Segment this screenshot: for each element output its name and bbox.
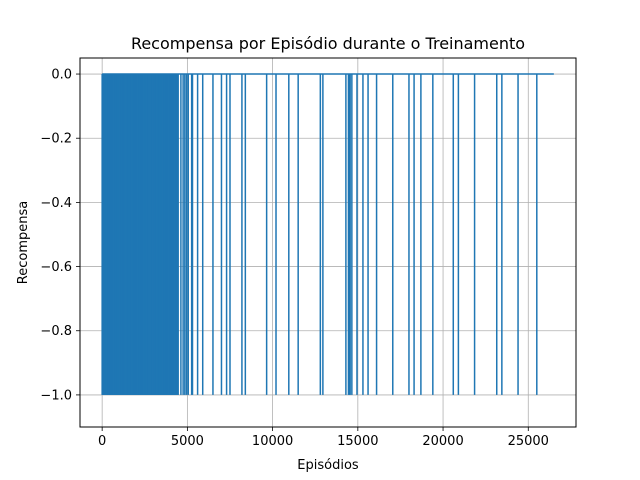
y-axis-label: Recompensa <box>16 201 31 284</box>
x-tick-label: 0 <box>98 434 106 449</box>
x-axis-ticks: 0 5000 10000 15000 20000 25000 <box>98 427 549 449</box>
y-axis-ticks: 0.0 −0.2 −0.4 −0.6 −0.8 −1.0 <box>40 68 80 403</box>
y-tick-label: −0.2 <box>40 132 72 147</box>
y-tick-label: −0.8 <box>40 324 72 339</box>
x-tick-label: 15000 <box>337 434 378 449</box>
plot-area-frame <box>79 57 577 428</box>
x-tick-label: 5000 <box>171 434 204 449</box>
y-tick-label: −0.6 <box>40 260 72 275</box>
x-tick-label: 25000 <box>508 434 549 449</box>
chart-title: Recompensa por Episódio durante o Treina… <box>131 34 525 53</box>
y-tick-label: 0.0 <box>51 68 72 83</box>
x-axis-label: Episódios <box>297 458 359 473</box>
y-tick-label: −1.0 <box>40 388 72 403</box>
x-tick-label: 10000 <box>252 434 293 449</box>
y-tick-label: −0.4 <box>40 196 72 211</box>
series-line <box>101 73 554 395</box>
x-tick-label: 20000 <box>422 434 463 449</box>
